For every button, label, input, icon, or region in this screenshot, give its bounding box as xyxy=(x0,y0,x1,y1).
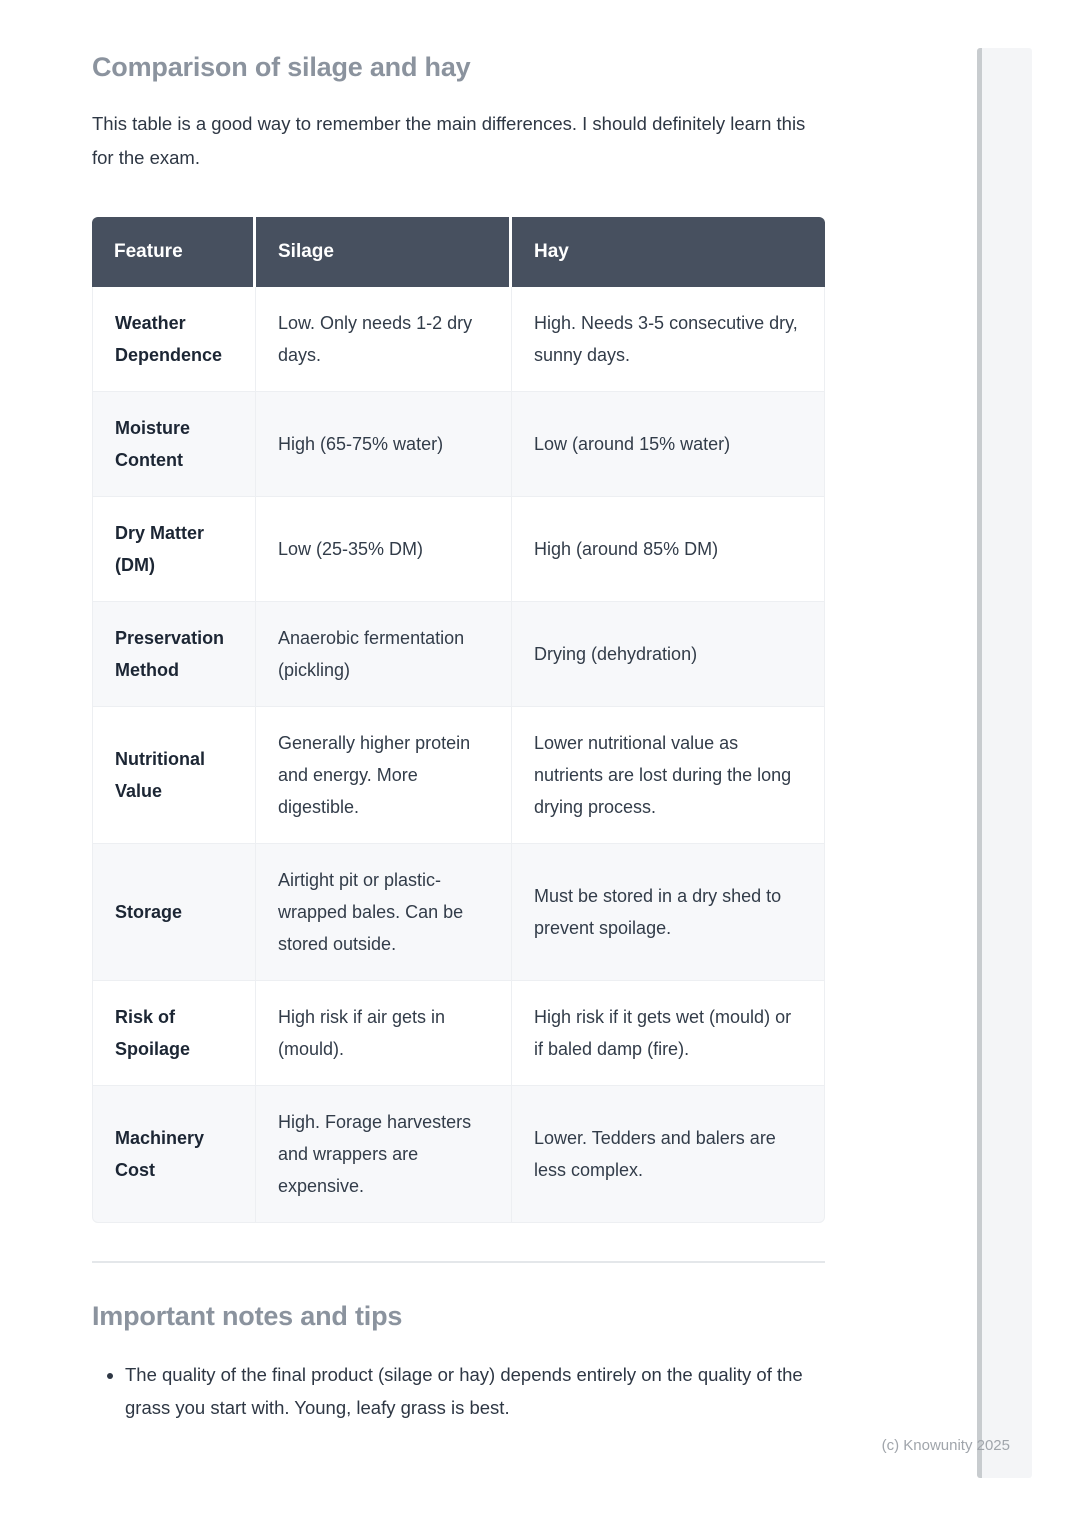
table-row: Machinery Cost High. Forage harvesters a… xyxy=(92,1085,825,1223)
table-row: Risk of Spoilage High risk if air gets i… xyxy=(92,980,825,1085)
silage-cell: Low. Only needs 1-2 dry days. xyxy=(256,287,512,391)
header-cell-feature: Feature xyxy=(92,217,256,287)
hay-cell: Lower nutritional value as nutrients are… xyxy=(512,706,825,843)
feature-cell: Weather Dependence xyxy=(92,287,256,391)
feature-cell: Dry Matter (DM) xyxy=(92,496,256,601)
header-cell-silage: Silage xyxy=(256,217,512,287)
section-divider xyxy=(92,1261,825,1263)
comparison-table: Feature Silage Hay Weather Dependence Lo… xyxy=(92,217,825,1223)
silage-cell: Anaerobic fermentation (pickling) xyxy=(256,601,512,706)
hay-cell: Drying (dehydration) xyxy=(512,601,825,706)
table-row: Moisture Content High (65-75% water) Low… xyxy=(92,391,825,496)
note-item: The quality of the final product (silage… xyxy=(125,1358,828,1424)
silage-cell: High. Forage harvesters and wrappers are… xyxy=(256,1085,512,1223)
hay-cell: Low (around 15% water) xyxy=(512,391,825,496)
table-row: Preservation Method Anaerobic fermentati… xyxy=(92,601,825,706)
table-row: Nutritional Value Generally higher prote… xyxy=(92,706,825,843)
table-row: Dry Matter (DM) Low (25-35% DM) High (ar… xyxy=(92,496,825,601)
hay-cell: Lower. Tedders and balers are less compl… xyxy=(512,1085,825,1223)
hay-cell: Must be stored in a dry shed to prevent … xyxy=(512,843,825,980)
header-cell-hay: Hay xyxy=(512,217,825,287)
notes-list: The quality of the final product (silage… xyxy=(92,1358,828,1424)
silage-cell: High risk if air gets in (mould). xyxy=(256,980,512,1085)
feature-cell: Preservation Method xyxy=(92,601,256,706)
table-row: Weather Dependence Low. Only needs 1-2 d… xyxy=(92,287,825,391)
notes-section-title: Important notes and tips xyxy=(92,1301,403,1331)
feature-cell: Storage xyxy=(92,843,256,980)
table-header-row: Feature Silage Hay xyxy=(92,217,825,287)
feature-cell: Nutritional Value xyxy=(92,706,256,843)
page-title: Comparison of silage and hay xyxy=(92,52,471,82)
silage-cell: Generally higher protein and energy. Mor… xyxy=(256,706,512,843)
silage-cell: Low (25-35% DM) xyxy=(256,496,512,601)
table-header: Feature Silage Hay xyxy=(92,217,825,287)
hay-cell: High. Needs 3-5 consecutive dry, sunny d… xyxy=(512,287,825,391)
silage-cell: High (65-75% water) xyxy=(256,391,512,496)
document-page: Comparison of silage and hay This table … xyxy=(92,0,828,1424)
hay-cell: High (around 85% DM) xyxy=(512,496,825,601)
feature-cell: Moisture Content xyxy=(92,391,256,496)
table-row: Storage Airtight pit or plastic-wrapped … xyxy=(92,843,825,980)
watermark-text: (c) Knowunity 2025 xyxy=(881,1437,1010,1454)
hay-cell: High risk if it gets wet (mould) or if b… xyxy=(512,980,825,1085)
intro-paragraph: This table is a good way to remember the… xyxy=(92,113,806,168)
feature-cell: Machinery Cost xyxy=(92,1085,256,1223)
scrollbar-track[interactable] xyxy=(977,48,1032,1478)
table-body: Weather Dependence Low. Only needs 1-2 d… xyxy=(92,287,825,1223)
silage-cell: Airtight pit or plastic-wrapped bales. C… xyxy=(256,843,512,980)
feature-cell: Risk of Spoilage xyxy=(92,980,256,1085)
